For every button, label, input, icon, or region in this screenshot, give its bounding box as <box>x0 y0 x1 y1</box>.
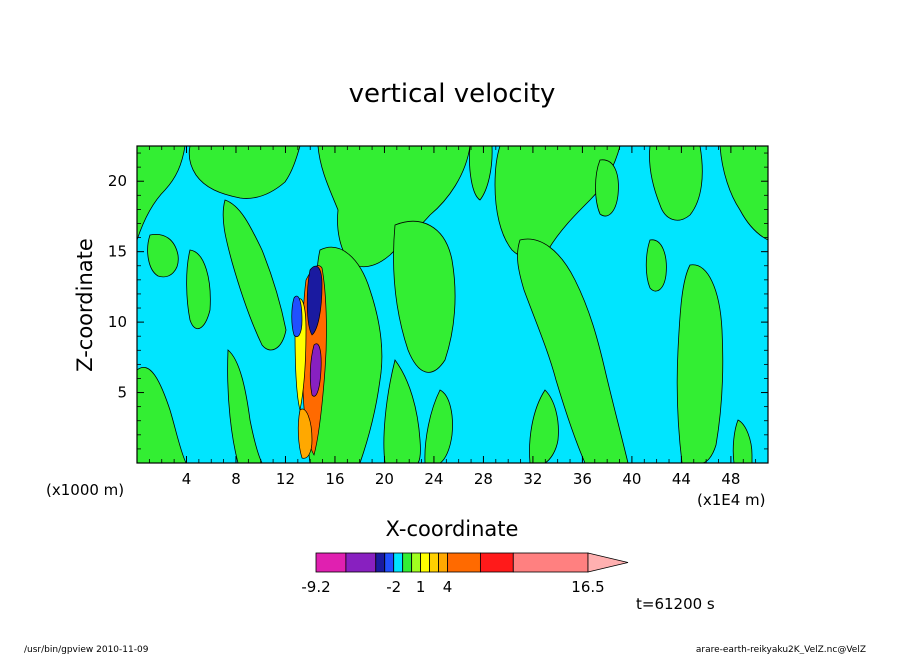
colorbar-segment <box>384 552 395 573</box>
x-tick-label: 24 <box>424 470 443 488</box>
colorbar-segment <box>393 552 404 573</box>
y-tick-label: 10 <box>108 313 127 331</box>
y-axis-ticks: 5 10 15 20 <box>108 152 768 450</box>
colorbar-label: -9.2 <box>301 578 330 596</box>
contour-region <box>645 239 667 292</box>
colorbar-labels: -9.2 -2 1 4 16.5 <box>301 578 604 596</box>
colorbar-segment <box>420 552 430 573</box>
colorbar-extend-arrow <box>587 552 629 573</box>
chart-title: vertical velocity <box>349 79 556 109</box>
contour-region <box>719 146 768 241</box>
y-tick-label: 15 <box>108 243 127 261</box>
contour-fill <box>137 146 768 463</box>
contour-region <box>188 146 301 199</box>
contour-region <box>186 249 211 330</box>
colorbar-segment <box>402 552 413 573</box>
contour-region <box>147 233 179 278</box>
colorbar-segment <box>411 552 422 573</box>
colorbar-label: 4 <box>443 578 453 596</box>
time-label: t=61200 s <box>636 595 715 613</box>
colorbar-segment <box>438 552 448 573</box>
x-tick-label: 4 <box>182 470 192 488</box>
x-tick-label: 40 <box>622 470 641 488</box>
core-region-purple <box>309 343 322 397</box>
colorbar-segment <box>479 552 514 573</box>
contour-region <box>649 146 703 221</box>
x-tick-label: 8 <box>231 470 241 488</box>
colorbar-segment <box>512 552 589 573</box>
x-tick-label: 48 <box>721 470 740 488</box>
contour-region <box>732 419 753 463</box>
x-axis-title: X-coordinate <box>386 517 519 541</box>
contour-region <box>424 389 453 463</box>
x-tick-label: 16 <box>325 470 344 488</box>
contour-region <box>222 199 287 351</box>
colorbar-segment <box>345 552 377 573</box>
x-tick-label: 28 <box>474 470 493 488</box>
x-tick-label: 32 <box>523 470 542 488</box>
colorbar-label: -2 <box>386 578 401 596</box>
contour-region <box>595 159 619 217</box>
x-tick-label: 12 <box>276 470 295 488</box>
x-scale-label: (x1E4 m) <box>697 491 766 509</box>
contour-region <box>383 359 421 463</box>
y-tick-label: 5 <box>117 384 127 402</box>
x-unit-label: (x1000 m) <box>46 481 124 499</box>
y-axis-title: Z-coordinate <box>73 238 97 372</box>
plot-area <box>136 145 769 464</box>
x-tick-label: 20 <box>375 470 394 488</box>
footer-left: /usr/bin/gpview 2010-11-09 <box>24 645 149 654</box>
contour-region <box>227 349 263 463</box>
contour-region <box>317 146 471 268</box>
colorbar-label: 16.5 <box>571 578 604 596</box>
core-region-blue <box>291 295 303 338</box>
contour-region <box>529 389 559 463</box>
colorbar-segment <box>315 552 347 573</box>
core-region-navy <box>306 265 323 336</box>
y-tick-label: 20 <box>108 172 127 190</box>
colorbar-segment <box>447 552 481 573</box>
contour-region <box>469 146 493 201</box>
contour-region <box>393 221 456 373</box>
x-axis-ticks: 4 8 12 16 20 24 28 32 36 40 44 48 <box>148 146 757 488</box>
contour-region <box>676 264 724 463</box>
colorbar <box>315 552 629 573</box>
colorbar-segment <box>375 552 386 573</box>
colorbar-label: 1 <box>416 578 426 596</box>
core-region-lower <box>297 408 313 459</box>
convective-core <box>291 265 327 459</box>
footer-right: arare-earth-reikyaku2K_VelZ.nc@VelZ <box>696 645 866 654</box>
contour-region <box>137 367 187 463</box>
contour-region <box>137 146 186 241</box>
x-tick-label: 36 <box>573 470 592 488</box>
colorbar-segment <box>429 552 439 573</box>
x-tick-label: 44 <box>672 470 691 488</box>
plot-frame <box>136 145 769 464</box>
contour-region <box>517 238 629 463</box>
